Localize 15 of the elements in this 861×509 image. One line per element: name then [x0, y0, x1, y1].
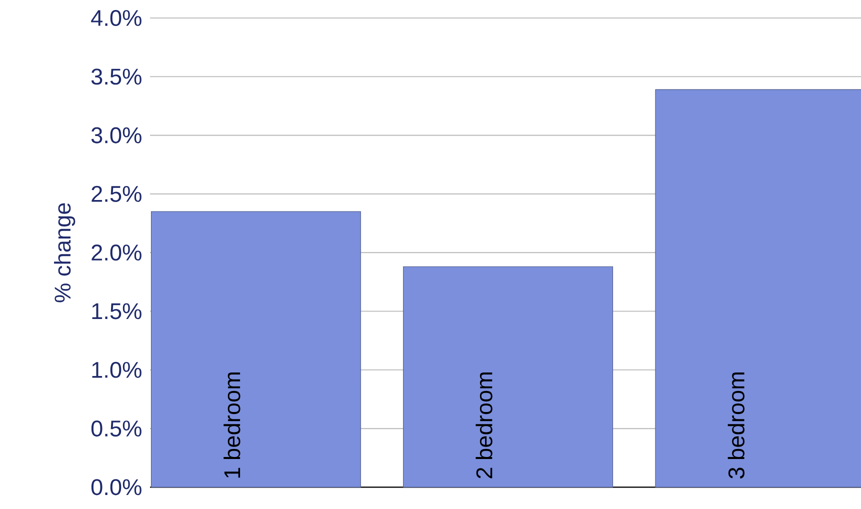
y-tick-label: 0.0% [91, 479, 142, 496]
y-tick-label: 0.5% [91, 420, 142, 436]
y-tick-label: 1.0% [92, 362, 142, 378]
y-tick-label: 1.5% [92, 303, 142, 320]
y-tick-label: 2.5% [92, 186, 142, 202]
x-tick-label: 3 bedroom [728, 372, 744, 478]
y-tick-label: 3.0% [91, 127, 142, 144]
bar [150, 211, 361, 488]
y-tick-label: 3.5% [91, 68, 142, 85]
x-tick-label: 2 bedroom [476, 372, 492, 478]
bar [403, 266, 614, 488]
x-tick-label: 1 bedroom [224, 372, 240, 478]
y-axis-title: % change [54, 203, 76, 302]
y-tick-label: 2.0% [92, 244, 142, 261]
y-tick-label: 4.0% [91, 10, 142, 26]
